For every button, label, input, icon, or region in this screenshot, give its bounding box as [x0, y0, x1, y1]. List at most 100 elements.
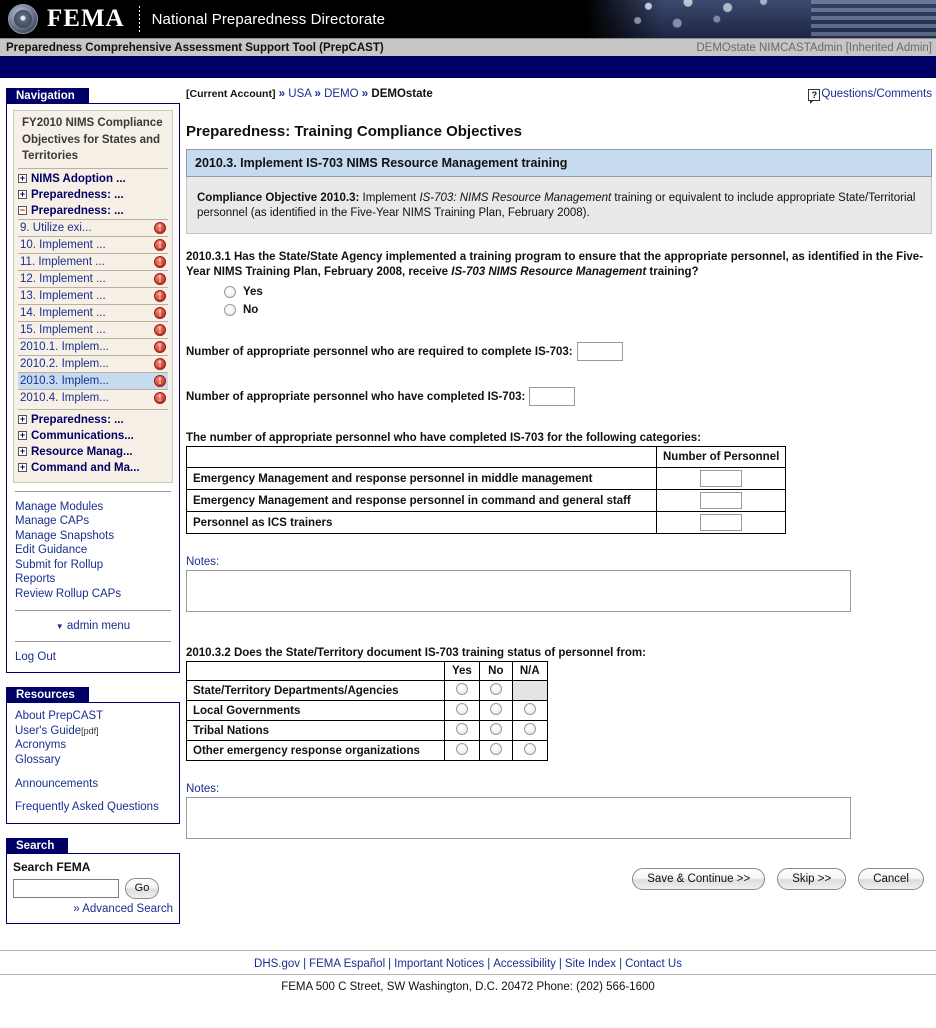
footer-link-site-index[interactable]: Site Index	[564, 957, 617, 970]
skip-button[interactable]: Skip >>	[777, 868, 847, 890]
radio-button-no[interactable]	[489, 703, 502, 715]
doc-cell-no[interactable]	[478, 720, 513, 741]
alert-icon[interactable]: !	[154, 374, 166, 387]
notes-1-textarea[interactable]	[186, 570, 851, 612]
admin-menu-toggle[interactable]: ▼ admin menu	[13, 619, 173, 633]
radio-button-yes[interactable]	[455, 723, 468, 735]
link-manage-modules[interactable]: Manage Modules	[15, 500, 104, 513]
link-users-guide[interactable]: User's Guide[pdf]	[15, 724, 171, 739]
doc-cell-yes[interactable]	[444, 720, 480, 741]
required-personnel-input[interactable]	[576, 342, 623, 361]
radio-button-no[interactable]	[489, 683, 502, 695]
nav-group-nims-adoption[interactable]: + NIMS Adoption ...	[18, 171, 168, 187]
link-reports[interactable]: Reports	[15, 573, 56, 586]
nav-item-10[interactable]: 10. Implement ... !	[18, 235, 168, 253]
nav-group-command-and-management[interactable]: + Command and Ma...	[18, 460, 168, 476]
alert-icon[interactable]: !	[154, 221, 166, 234]
expand-plus-icon[interactable]: +	[18, 172, 27, 183]
nav-item-15[interactable]: 15. Implement ... !	[18, 320, 168, 338]
radio-button-no[interactable]	[224, 304, 236, 316]
alert-icon[interactable]: !	[154, 238, 166, 251]
category-input-middle-management[interactable]	[700, 470, 743, 487]
nav-item-2010-3-selected[interactable]: 2010.3. Implem... !	[18, 371, 168, 389]
questions-comments-link[interactable]: ? Questions/Comments	[808, 88, 932, 104]
radio-button-na[interactable]	[523, 743, 536, 755]
link-glossary[interactable]: Glossary	[15, 754, 61, 767]
footer-link-dhs[interactable]: DHS.gov	[254, 957, 301, 970]
advanced-search-link[interactable]: » Advanced Search	[73, 902, 173, 915]
radio-button-na[interactable]	[523, 703, 536, 715]
radio-option-no[interactable]: No	[224, 304, 932, 316]
expand-plus-icon[interactable]: +	[18, 461, 27, 472]
link-edit-guidance[interactable]: Edit Guidance	[15, 544, 88, 557]
radio-button-yes[interactable]	[455, 743, 468, 755]
completed-personnel-input[interactable]	[529, 387, 576, 406]
nav-group-resource-management[interactable]: + Resource Manag...	[18, 444, 168, 460]
expand-plus-icon[interactable]: +	[18, 429, 27, 440]
nav-group-preparedness-2-expanded[interactable]: − Preparedness: ...	[18, 203, 168, 219]
doc-cell-yes[interactable]	[444, 700, 480, 721]
link-log-out[interactable]: Log Out	[15, 650, 56, 663]
expand-plus-icon[interactable]: +	[18, 413, 27, 424]
doc-cell-na[interactable]	[511, 700, 548, 721]
nav-item-2010-2[interactable]: 2010.2. Implem... !	[18, 354, 168, 372]
radio-button-na[interactable]	[523, 723, 536, 735]
radio-button-no[interactable]	[489, 723, 502, 735]
alert-icon[interactable]: !	[154, 357, 166, 370]
footer-link-contact-us[interactable]: Contact Us	[625, 957, 682, 970]
nav-item-13[interactable]: 13. Implement ... !	[18, 286, 168, 304]
expand-plus-icon[interactable]: +	[18, 188, 27, 199]
radio-button-no[interactable]	[489, 743, 502, 755]
doc-cell-no[interactable]	[478, 700, 513, 721]
expand-plus-icon[interactable]: +	[18, 445, 27, 456]
alert-icon[interactable]: !	[154, 340, 166, 353]
cancel-button[interactable]: Cancel	[858, 868, 924, 890]
nav-item-9[interactable]: 9. Utilize exi... !	[18, 218, 168, 236]
link-submit-for-rollup[interactable]: Submit for Rollup	[15, 558, 104, 571]
doc-cell-na[interactable]	[511, 740, 548, 761]
nav-item-2010-1[interactable]: 2010.1. Implem... !	[18, 337, 168, 355]
radio-option-yes[interactable]: Yes	[224, 286, 932, 298]
radio-button-yes[interactable]	[455, 703, 468, 715]
radio-button-yes[interactable]	[455, 683, 468, 695]
link-review-rollup-caps[interactable]: Review Rollup CAPs	[15, 588, 122, 601]
doc-cell-no[interactable]	[478, 680, 513, 701]
save-and-continue-button[interactable]: Save & Continue >>	[632, 868, 766, 890]
nav-item-14[interactable]: 14. Implement ... !	[18, 303, 168, 321]
search-go-button[interactable]: Go	[125, 877, 159, 899]
nav-item-2010-4[interactable]: 2010.4. Implem... !	[18, 388, 168, 406]
doc-cell-no[interactable]	[478, 740, 513, 761]
doc-cell-yes[interactable]	[444, 680, 480, 701]
nav-item-11[interactable]: 11. Implement ... !	[18, 252, 168, 270]
doc-cell-na[interactable]	[511, 720, 548, 741]
alert-icon[interactable]: !	[154, 272, 166, 285]
nav-group-communications[interactable]: + Communications...	[18, 428, 168, 444]
notes-2-textarea[interactable]	[186, 797, 851, 839]
radio-button-yes[interactable]	[224, 286, 236, 298]
nav-group-preparedness-3[interactable]: + Preparedness: ...	[18, 412, 168, 428]
breadcrumb-current-account[interactable]: [Current Account]	[186, 88, 276, 100]
collapse-minus-icon[interactable]: −	[18, 204, 27, 215]
nav-item-12[interactable]: 12. Implement ... !	[18, 269, 168, 287]
alert-icon[interactable]: !	[154, 289, 166, 302]
link-about-prepcast[interactable]: About PrepCAST	[15, 710, 104, 723]
category-input-command-general-staff[interactable]	[700, 492, 743, 509]
link-announcements[interactable]: Announcements	[15, 777, 99, 790]
nav-group-preparedness-1[interactable]: + Preparedness: ...	[18, 187, 168, 203]
footer-link-fema-espanol[interactable]: FEMA Español	[309, 957, 386, 970]
search-input[interactable]	[13, 878, 119, 898]
alert-icon[interactable]: !	[154, 323, 166, 336]
link-manage-snapshots[interactable]: Manage Snapshots	[15, 529, 115, 542]
alert-icon[interactable]: !	[154, 306, 166, 319]
alert-icon[interactable]: !	[154, 391, 166, 404]
alert-icon[interactable]: !	[154, 255, 166, 268]
link-acronyms[interactable]: Acronyms	[15, 739, 67, 752]
category-input-ics-trainers[interactable]	[700, 514, 743, 531]
breadcrumb-item-usa[interactable]: USA	[288, 88, 312, 100]
doc-cell-yes[interactable]	[444, 740, 480, 761]
footer-link-accessibility[interactable]: Accessibility	[493, 957, 556, 970]
link-manage-caps[interactable]: Manage CAPs	[15, 515, 90, 528]
link-faq[interactable]: Frequently Asked Questions	[15, 801, 159, 814]
footer-link-important-notices[interactable]: Important Notices	[394, 957, 485, 970]
breadcrumb-item-demo[interactable]: DEMO	[324, 88, 359, 100]
